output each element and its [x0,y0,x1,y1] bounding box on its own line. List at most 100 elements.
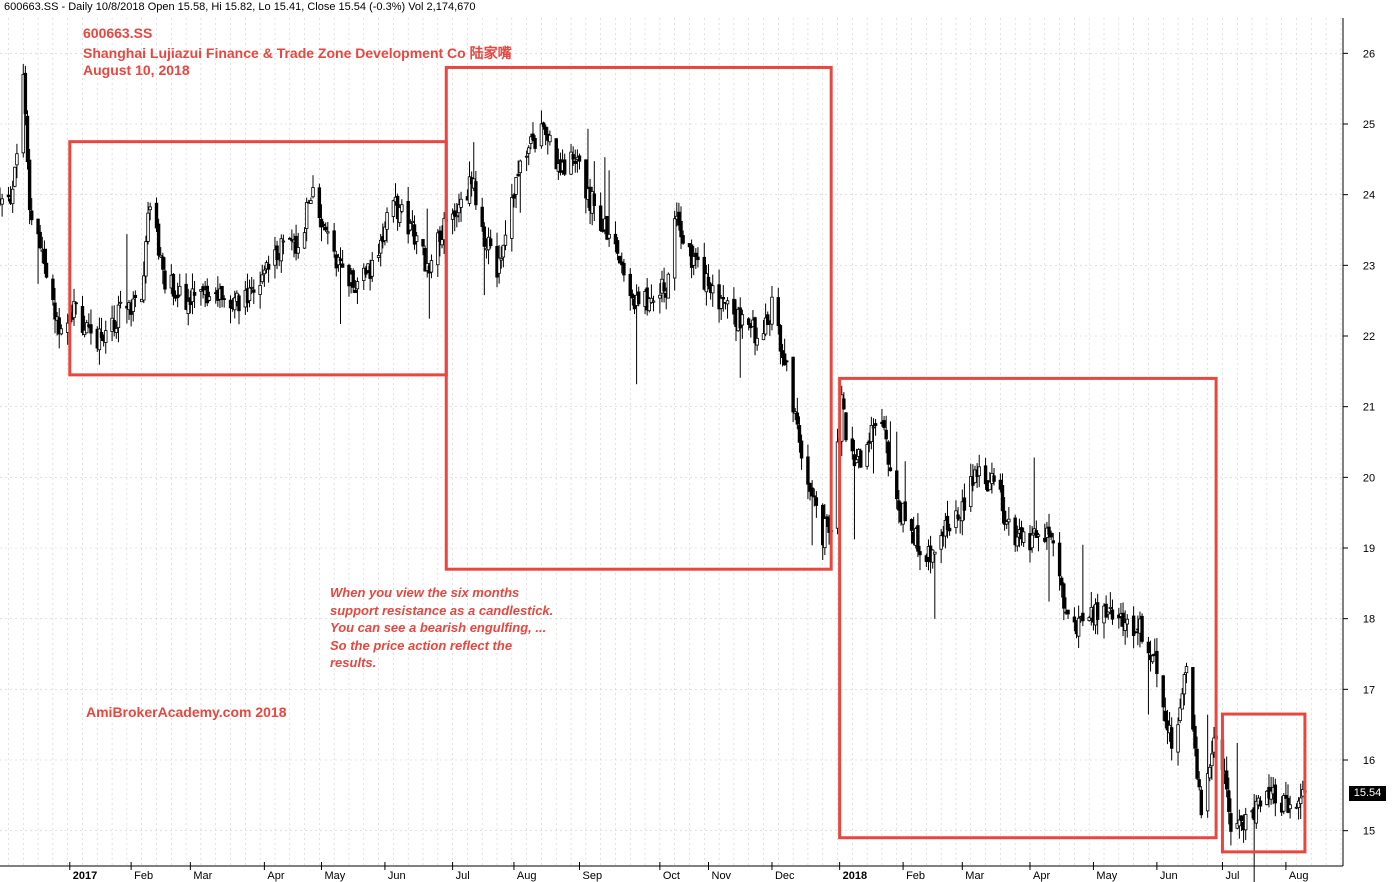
sr-box [838,376,1218,840]
candle-body [1197,779,1201,788]
candle-body [99,332,104,338]
candles [0,64,1307,882]
support-resistance-boxes [68,65,1307,854]
candle-body [1081,612,1085,622]
candle-body [1125,618,1129,625]
candle-body [146,212,150,242]
candle-body [510,197,514,239]
candle-body [351,270,355,288]
candle-body [778,325,783,352]
candle-body [554,138,558,170]
x-tick-label: Feb [906,870,925,882]
candle-body [541,122,546,127]
candle-body [886,441,890,465]
candle-body [918,551,922,556]
candle-body [25,115,30,163]
candle-body [140,298,144,303]
y-tick-label: 18 [1363,614,1375,626]
candle-body [438,230,442,243]
candle-body [814,497,819,506]
candle-body [376,255,381,258]
candle-body [823,518,827,549]
candle-body [916,525,920,552]
candle-body [924,555,929,562]
candle-body [793,411,797,414]
candle-body [1199,789,1203,816]
candle-body [939,535,943,550]
candle-body [112,320,116,331]
candle-body [753,317,757,344]
y-tick-label: 25 [1363,119,1375,131]
candle-body [1072,616,1077,623]
candle-body [797,425,802,443]
candle-body [104,330,108,343]
candle-body [175,294,180,299]
candle-body [247,287,252,302]
candle-body [1002,510,1007,525]
candle-body [717,284,721,310]
candle-body [474,181,478,206]
candle-body [154,202,159,229]
x-tick-label: Jun [388,870,406,882]
candle-body [960,501,965,522]
candle-body [930,549,935,563]
candle-body [1161,675,1165,708]
candle-body [1155,650,1159,675]
candle-body [755,337,759,346]
candle-body [497,257,501,274]
ticker-label: 600663.SS [83,25,153,41]
candle-body [1005,521,1009,525]
x-tick-label: Jul [456,870,470,882]
candle-body [302,232,307,249]
chart-header: 600663.SS - Daily 10/8/2018 Open 15.58, … [4,1,476,13]
candle-body [791,356,795,413]
candle-body [13,166,17,187]
candle-body [1193,725,1197,749]
candle-body [220,285,224,300]
candle-body [882,420,886,428]
candle-body [6,194,11,198]
candle-body [178,286,182,296]
candle-body [85,322,89,334]
candle-body [613,233,618,245]
candle-body [1034,530,1039,538]
candle-body [871,426,876,429]
candle-body [732,298,736,315]
candle-body [533,137,537,149]
candle-body [453,210,457,217]
candle-body [615,240,620,254]
candle-body [844,412,848,441]
y-tick-label: 20 [1363,472,1375,484]
candle-body [945,515,950,531]
candle-body [658,294,662,299]
axes: 15 16 17 18 19 20 21 22 23 24 25 26 2017 Feb Mar Apr May… [0,18,1375,882]
candle-body [666,273,671,299]
candle-body [326,231,330,234]
candle-body [740,314,745,326]
candle-body [903,501,907,522]
candle-body [317,187,322,219]
candle-body [1015,536,1019,547]
candle-body [1146,641,1151,654]
candle-body [651,300,656,303]
y-tick-label: 22 [1363,331,1375,343]
candle-body [340,263,345,268]
candle-body [118,301,123,304]
note-line: results. [330,655,377,670]
candle-body [1169,727,1174,749]
candle-body [795,412,800,425]
candle-body [909,519,914,531]
candle-body [1106,611,1110,615]
candle-body [192,291,197,296]
candle-body [457,204,461,214]
candle-body [27,159,32,211]
candle-body [423,248,427,272]
candle-body [694,252,698,257]
candle-body [450,213,455,220]
candle-body [869,424,874,443]
candle-body [679,220,683,238]
candle-body [983,465,988,485]
candle-body [746,318,751,325]
note-line: You can see a bearish engulfing, ... [330,620,547,635]
candle-body [1176,724,1180,753]
